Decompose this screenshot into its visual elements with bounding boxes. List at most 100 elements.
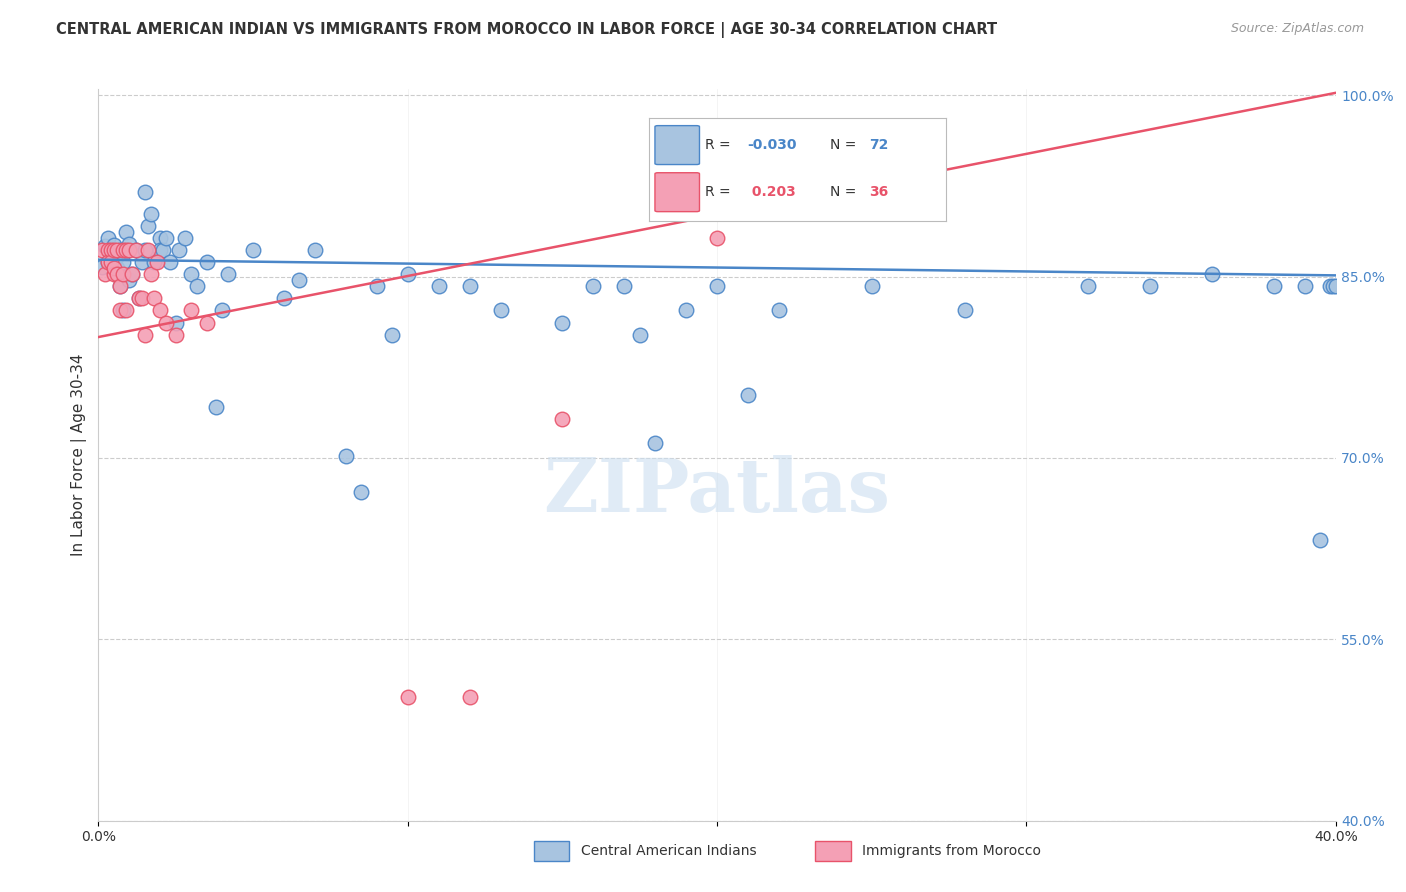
- Point: [489, 303, 512, 318]
- Point: [737, 388, 759, 402]
- Point: [273, 291, 295, 305]
- Point: [644, 436, 666, 450]
- Point: [118, 236, 141, 251]
- Point: [118, 243, 141, 257]
- Text: R =: R =: [706, 138, 735, 152]
- Text: Source: ZipAtlas.com: Source: ZipAtlas.com: [1230, 22, 1364, 36]
- Point: [613, 279, 636, 293]
- Point: [706, 279, 728, 293]
- Point: [1201, 267, 1223, 281]
- Point: [112, 267, 135, 281]
- Text: 36: 36: [869, 186, 889, 199]
- Point: [100, 243, 122, 257]
- Point: [427, 279, 450, 293]
- Point: [1263, 279, 1285, 293]
- Point: [97, 231, 120, 245]
- Point: [124, 243, 146, 257]
- Point: [108, 303, 131, 318]
- Point: [582, 279, 605, 293]
- Point: [165, 316, 187, 330]
- Point: [1322, 279, 1344, 293]
- Point: [131, 255, 153, 269]
- Text: R =: R =: [706, 186, 735, 199]
- Text: N =: N =: [830, 138, 860, 152]
- Point: [768, 303, 790, 318]
- Text: ZIPatlas: ZIPatlas: [544, 455, 890, 528]
- Point: [115, 243, 138, 257]
- Point: [112, 243, 135, 257]
- Point: [288, 273, 311, 287]
- Point: [167, 243, 190, 257]
- Point: [97, 255, 120, 269]
- Point: [335, 449, 357, 463]
- Point: [103, 267, 125, 281]
- Point: [149, 243, 172, 257]
- Text: 72: 72: [869, 138, 889, 152]
- Point: [103, 255, 125, 269]
- Point: [134, 243, 156, 257]
- Point: [97, 255, 120, 269]
- Point: [143, 255, 166, 269]
- Point: [1294, 279, 1316, 293]
- Point: [112, 303, 135, 318]
- Point: [195, 255, 218, 269]
- Point: [93, 267, 115, 281]
- Point: [1319, 279, 1341, 293]
- Point: [1324, 279, 1347, 293]
- Point: [458, 279, 481, 293]
- FancyBboxPatch shape: [655, 126, 700, 164]
- Point: [105, 261, 128, 276]
- FancyBboxPatch shape: [655, 173, 700, 211]
- Point: [105, 243, 128, 257]
- Point: [108, 279, 131, 293]
- Text: Central American Indians: Central American Indians: [581, 844, 756, 858]
- Point: [159, 255, 181, 269]
- Point: [118, 273, 141, 287]
- Point: [136, 243, 159, 257]
- Point: [180, 267, 202, 281]
- Point: [180, 303, 202, 318]
- Point: [112, 255, 135, 269]
- Point: [1309, 533, 1331, 548]
- Point: [97, 243, 120, 257]
- Point: [131, 291, 153, 305]
- Point: [115, 225, 138, 239]
- Point: [551, 316, 574, 330]
- Point: [458, 690, 481, 705]
- Point: [103, 261, 125, 276]
- Point: [103, 238, 125, 252]
- Point: [143, 291, 166, 305]
- Point: [103, 243, 125, 257]
- Y-axis label: In Labor Force | Age 30-34: In Labor Force | Age 30-34: [72, 353, 87, 557]
- Point: [628, 327, 651, 342]
- Point: [115, 243, 138, 257]
- Point: [100, 255, 122, 269]
- Point: [139, 267, 162, 281]
- Point: [186, 279, 208, 293]
- Point: [205, 400, 228, 414]
- Point: [105, 267, 128, 281]
- Point: [90, 260, 112, 274]
- Text: 0.203: 0.203: [747, 186, 796, 199]
- Point: [381, 327, 404, 342]
- Point: [217, 267, 239, 281]
- Point: [396, 267, 419, 281]
- Point: [165, 327, 187, 342]
- Point: [706, 231, 728, 245]
- Point: [551, 412, 574, 426]
- Point: [396, 690, 419, 705]
- Point: [134, 327, 156, 342]
- Point: [195, 316, 218, 330]
- Point: [105, 249, 128, 263]
- Point: [1077, 279, 1099, 293]
- Point: [124, 243, 146, 257]
- Point: [152, 243, 174, 257]
- Point: [93, 239, 115, 253]
- Point: [155, 316, 177, 330]
- Point: [242, 243, 264, 257]
- Point: [146, 255, 169, 269]
- Point: [174, 231, 197, 245]
- Point: [128, 291, 150, 305]
- Point: [90, 243, 112, 257]
- Point: [134, 185, 156, 199]
